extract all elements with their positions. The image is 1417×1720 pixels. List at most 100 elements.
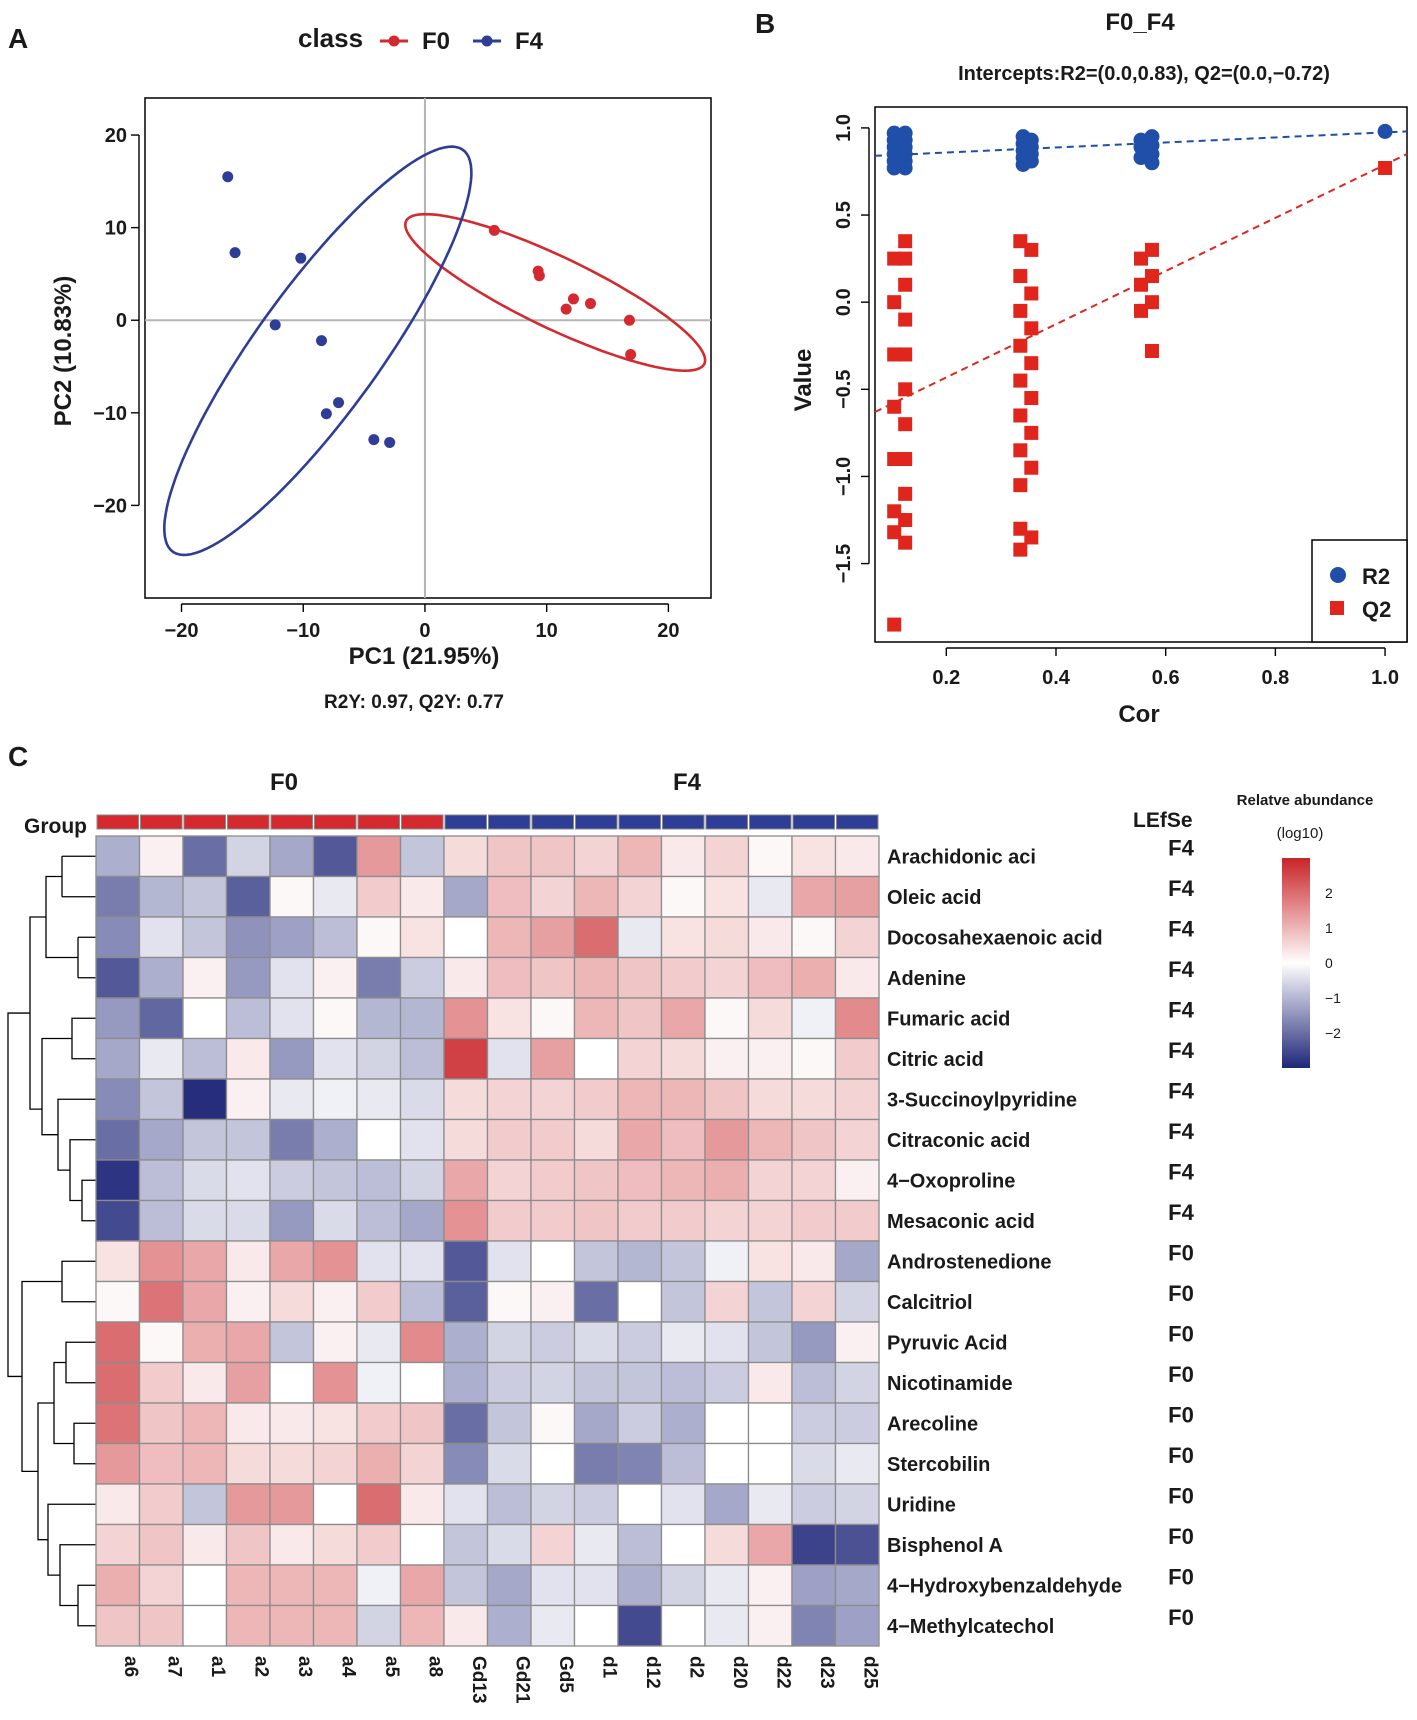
lefse-label-f0: F0: [1168, 1564, 1194, 1589]
heatmap-cell: [399, 997, 445, 1040]
heatmap-cell: [269, 1442, 315, 1485]
heatmap-cell: [660, 1523, 706, 1566]
heatmap-cell: [573, 835, 619, 878]
perm-point-q2: [1024, 460, 1039, 475]
heatmap-cell: [138, 956, 184, 999]
heatmap-cell: [95, 1078, 141, 1121]
heatmap-cell: [182, 1321, 228, 1364]
perm-point-q2: [1024, 391, 1039, 406]
heatmap-cell: [530, 1280, 576, 1323]
pca-point-f4: [269, 319, 281, 331]
lefse-label-f0: F0: [1168, 1281, 1194, 1306]
dendrogram-branch: [81, 1179, 96, 1222]
heatmap-cell: [399, 1483, 445, 1526]
panel-b-label: B: [755, 8, 775, 39]
heatmap-cell: [747, 997, 793, 1040]
heatmap-cell: [269, 1361, 315, 1404]
heatmap-cell: [269, 1604, 315, 1647]
heatmap-cell: [747, 1483, 793, 1526]
heatmap-cell: [356, 956, 402, 999]
lefse-label-f4: F4: [1168, 957, 1194, 982]
heatmap-cell: [312, 1159, 358, 1202]
heatmap-cell: [312, 1078, 358, 1121]
heatmap-cell: [225, 1118, 271, 1161]
lefse-label-f0: F0: [1168, 1605, 1194, 1630]
heatmap-cell: [704, 1078, 750, 1121]
heatmap-cell: [660, 1361, 706, 1404]
heatmap-cell: [791, 956, 837, 999]
abundance-colorbar: Relatve abundance (log10) 2 1 0 −1 −2: [1237, 792, 1373, 1068]
heatmap-cell: [225, 1483, 271, 1526]
heatmap-cell: [791, 1321, 837, 1364]
heatmap-cell: [747, 916, 793, 959]
lefse-label-f4: F4: [1168, 1200, 1194, 1225]
heatmap-cell: [399, 1442, 445, 1485]
heatmap-cell: [573, 956, 619, 999]
dendrogram-branch: [78, 936, 96, 979]
heatmap-cell: [530, 1159, 576, 1202]
heatmap-cell: [834, 1199, 880, 1242]
heatmap-cell: [617, 916, 663, 959]
column-label-a7: a7: [163, 1656, 184, 1677]
heatmap-cell: [269, 916, 315, 959]
heatmap-cell: [704, 1321, 750, 1364]
heatmap-cell: [138, 1280, 184, 1323]
heatmap-cell: [573, 1523, 619, 1566]
heatmap-cell: [617, 1402, 663, 1445]
heatmap-cell: [225, 835, 271, 878]
heatmap-cell: [486, 1240, 532, 1283]
heatmap-cell: [399, 1361, 445, 1404]
heatmap-cell: [225, 1240, 271, 1283]
perm-point-q2: [887, 504, 902, 519]
group-bar-f4: [749, 814, 792, 830]
heatmap-cell: [791, 1118, 837, 1161]
heatmap-cell: [747, 1442, 793, 1485]
heatmap-cell: [573, 1280, 619, 1323]
heatmap-cell: [486, 1199, 532, 1242]
group-bar-f0: [140, 814, 183, 830]
heatmap-cell: [704, 1564, 750, 1607]
group-bar-f4: [792, 814, 835, 830]
heatmap-cell: [95, 1442, 141, 1485]
column-label-d1: d1: [598, 1656, 619, 1679]
heatmap-cell: [225, 1442, 271, 1485]
heatmap-cell: [791, 1199, 837, 1242]
heatmap-cell: [443, 875, 489, 918]
heatmap-cell: [443, 1402, 489, 1445]
perm-point-q2: [898, 251, 913, 266]
perm-point-q2: [1144, 242, 1159, 257]
heatmap-cell: [704, 956, 750, 999]
pca-point-f0: [533, 270, 545, 282]
heatmap-cell: [834, 1402, 880, 1445]
heatmap-cell: [443, 1037, 489, 1080]
heatmap-cell: [834, 1118, 880, 1161]
heatmap-cell: [834, 1078, 880, 1121]
group-bar-f4: [662, 814, 705, 830]
heatmap-cell: [486, 1564, 532, 1607]
heatmap-cell: [530, 916, 576, 959]
perm-point-q2: [1024, 321, 1039, 336]
heatmap-cell: [660, 1280, 706, 1323]
heatmap-cell: [269, 1037, 315, 1080]
heatmap-cell: [834, 1037, 880, 1080]
heatmap-cell: [573, 1321, 619, 1364]
heatmap-cell: [269, 1483, 315, 1526]
heatmap-cell: [704, 997, 750, 1040]
heatmap-cell: [660, 835, 706, 878]
heatmap-cell: [486, 1159, 532, 1202]
heatmap-cell: [95, 916, 141, 959]
heatmap-cell: [791, 1564, 837, 1607]
heatmap-cell: [530, 997, 576, 1040]
heatmap-cell: [269, 1280, 315, 1323]
lefse-label-f4: F4: [1168, 1159, 1194, 1184]
colorbar-tick-label: 1: [1325, 920, 1333, 936]
heatmap-cell: [138, 1240, 184, 1283]
heatmap-column-labels: a6 a7 a1 a2 a3 a4 a5 a8 Gd13 Gd21 Gd5 d1 d12 d2 d20 d22…: [120, 1656, 881, 1704]
heatmap-cell: [95, 1564, 141, 1607]
heatmap-cell: [182, 1442, 228, 1485]
perm-point-r2: [1377, 123, 1393, 139]
heatmap-cell: [660, 1078, 706, 1121]
perm-y-tick-label: 0.0: [833, 288, 855, 316]
heatmap-cell: [704, 1402, 750, 1445]
dendrogram-branch: [62, 855, 96, 898]
